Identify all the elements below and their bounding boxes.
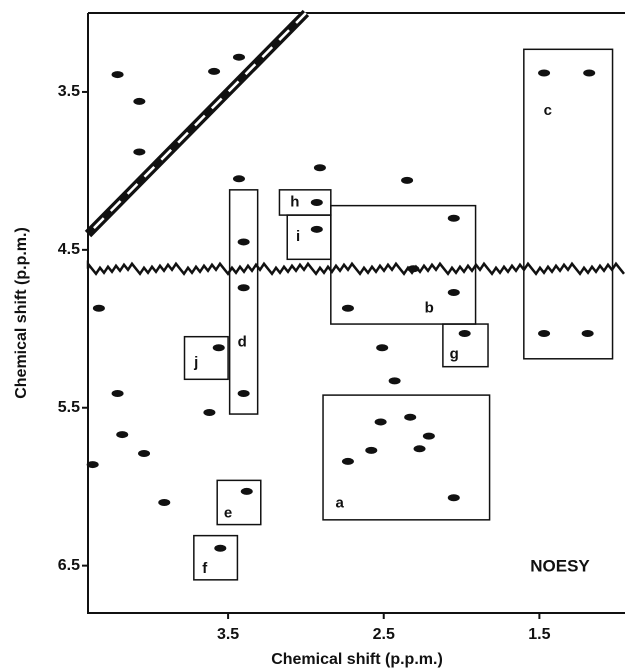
diagonal-white xyxy=(87,12,307,235)
t1-noise xyxy=(86,260,625,276)
cross-peak xyxy=(583,69,596,77)
cross-peak xyxy=(111,71,124,79)
cross-peak xyxy=(214,544,227,552)
region-label: c xyxy=(544,102,552,119)
cross-peak xyxy=(133,148,146,156)
cross-peak xyxy=(388,377,401,385)
cross-peak xyxy=(208,67,221,75)
cross-peak xyxy=(581,330,594,338)
cross-peak xyxy=(401,176,414,184)
region-box xyxy=(278,189,332,216)
region-label: e xyxy=(224,504,232,521)
cross-peak xyxy=(374,418,387,426)
cross-peak xyxy=(413,445,426,453)
region-label: a xyxy=(336,495,345,512)
region-box xyxy=(330,204,477,325)
region-box xyxy=(322,394,491,521)
region-label: b xyxy=(425,300,434,317)
region-label: g xyxy=(450,346,459,363)
x-tick-label: 3.5 xyxy=(217,626,239,643)
cross-peak xyxy=(404,413,417,421)
x-tick-label: 1.5 xyxy=(528,626,550,643)
cross-peak xyxy=(365,446,378,454)
cross-peak xyxy=(116,431,129,439)
cross-peak xyxy=(158,498,171,506)
cross-peak xyxy=(92,304,105,312)
cross-peak xyxy=(133,97,146,105)
cross-peak xyxy=(240,487,253,495)
cross-peak xyxy=(232,53,245,61)
x-axis-label: Chemical shift (p.p.m.) xyxy=(271,651,443,668)
cross-peak xyxy=(447,214,460,222)
cross-peak xyxy=(237,284,250,292)
y-tick-label: 5.5 xyxy=(58,399,80,416)
cross-peak xyxy=(538,69,551,77)
region-label: d xyxy=(238,333,247,350)
cross-peak xyxy=(232,175,245,183)
cross-peak xyxy=(86,461,99,469)
y-axis-label: Chemical shift (p.p.m.) xyxy=(13,227,30,399)
y-tick-label: 4.5 xyxy=(58,241,80,258)
cross-peak xyxy=(313,164,326,172)
region-label: f xyxy=(202,560,208,577)
cross-peak xyxy=(341,457,354,465)
plot-frame xyxy=(87,12,625,614)
region-label: h xyxy=(290,193,299,210)
region-box xyxy=(286,214,332,261)
region-box xyxy=(523,48,614,360)
x-tick-label: 2.5 xyxy=(373,626,395,643)
region-box xyxy=(193,534,239,581)
cross-peak xyxy=(212,344,225,352)
region-label: i xyxy=(296,228,300,245)
cross-peak xyxy=(538,330,551,338)
cross-peak xyxy=(310,225,323,233)
cross-peak xyxy=(447,494,460,502)
region-label: j xyxy=(193,354,198,371)
region-box xyxy=(442,323,489,368)
cross-peak xyxy=(237,390,250,398)
cross-peak xyxy=(458,330,471,338)
cross-peak xyxy=(422,432,435,440)
y-tick-label: 6.5 xyxy=(58,557,80,574)
cross-peak xyxy=(310,198,323,206)
region-box xyxy=(228,189,259,415)
region-box xyxy=(216,479,262,526)
cross-peak xyxy=(447,288,460,296)
cross-peak xyxy=(111,390,124,398)
cross-peak xyxy=(237,238,250,246)
cross-peak xyxy=(376,344,389,352)
y-tick-label: 3.5 xyxy=(58,83,80,100)
cross-peak xyxy=(341,304,354,312)
cross-peak xyxy=(203,408,216,416)
cross-peak xyxy=(407,265,420,273)
region-box xyxy=(183,335,229,381)
annotation: NOESY xyxy=(530,556,590,575)
cross-peak xyxy=(138,450,151,458)
